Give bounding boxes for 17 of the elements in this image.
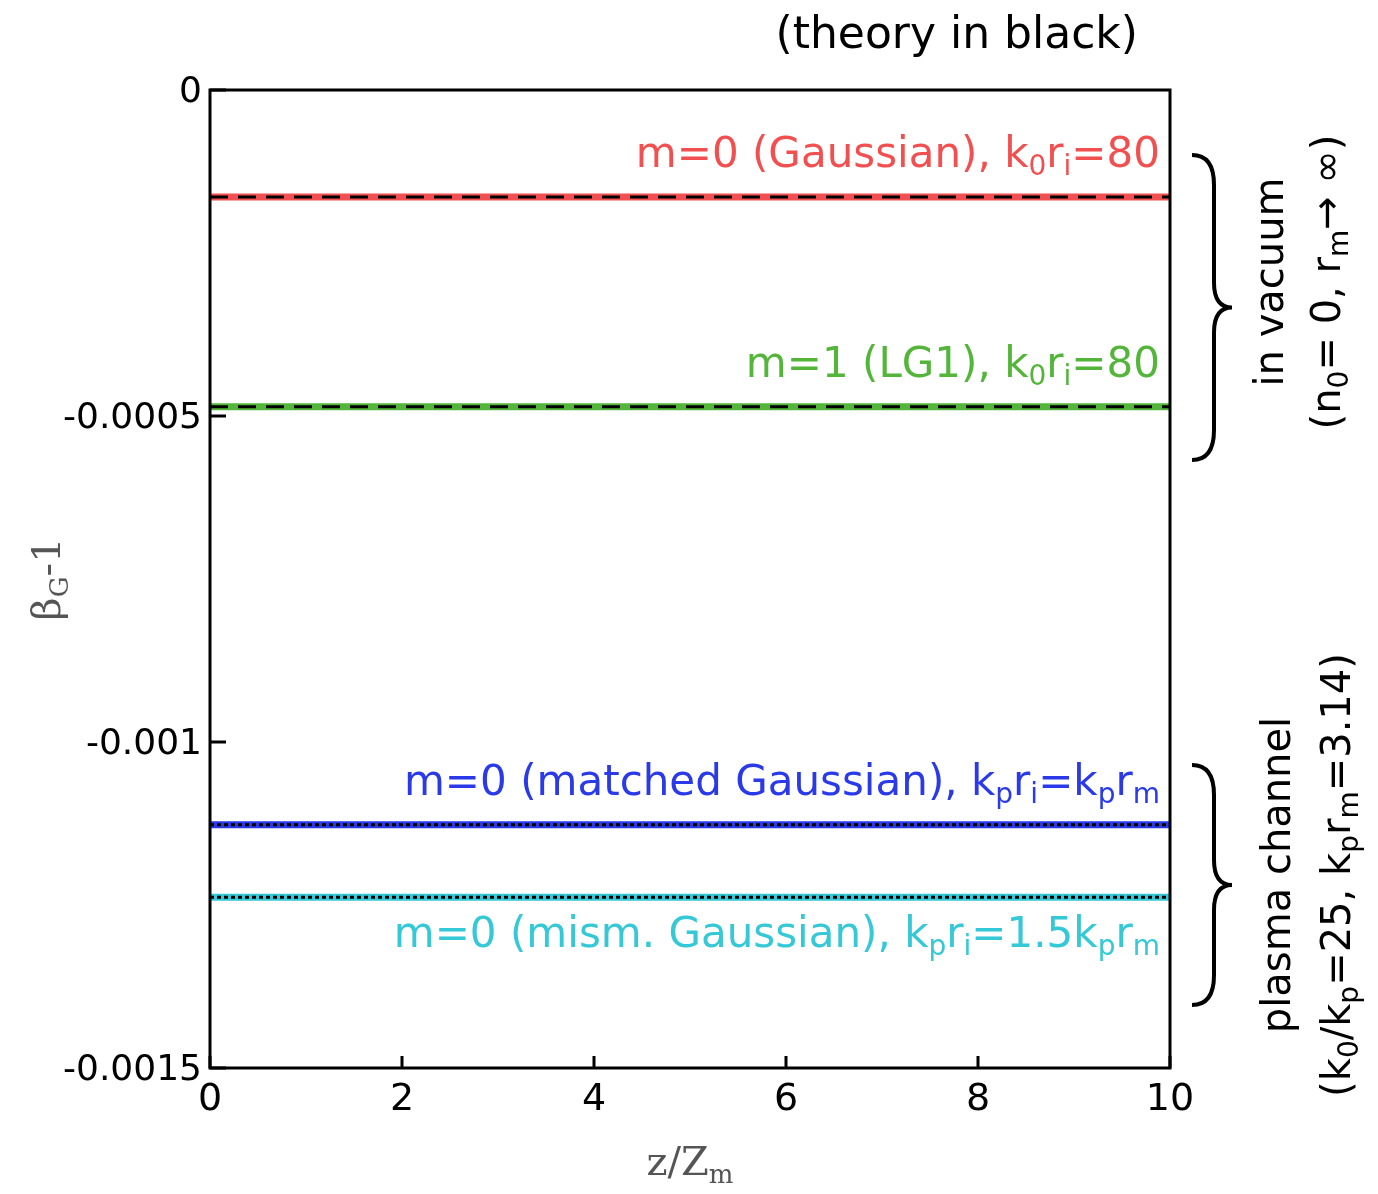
x-tick-label: 6	[773, 1075, 799, 1119]
y-tick-label: 0	[179, 69, 202, 110]
x-tick-label: 2	[389, 1075, 415, 1119]
y-tick-label: -0.0015	[63, 1047, 202, 1088]
x-tick-label: 8	[965, 1075, 991, 1119]
y-tick-label: -0.0005	[63, 395, 202, 436]
series-label: m=0 (mism. Gaussian), k$_{p}$r$_{i}$=1.5k$_{p}$r$_{m}$	[393, 908, 1160, 963]
text: plasma channel	[1253, 716, 1299, 1034]
series-label: m=1 (LG1), k$_{0}$r$_{i}$=80	[745, 337, 1160, 393]
y-tick-label: -0.001	[85, 721, 202, 762]
series-label: m=0 (matched Gaussian), k$_{p}$r$_{i}$=k$_{p}$r$_{m}$	[403, 755, 1160, 811]
series-label: m=0 (Gaussian), k$_{0}$r$_{i}$=80	[635, 127, 1160, 183]
text: (theory in black)	[775, 7, 1138, 58]
x-tick-label: 10	[1145, 1075, 1195, 1119]
text: in vacuum	[1246, 177, 1292, 387]
x-tick-label: 4	[581, 1075, 607, 1119]
x-axis-title: z/Z$_{m}$	[646, 1138, 734, 1189]
